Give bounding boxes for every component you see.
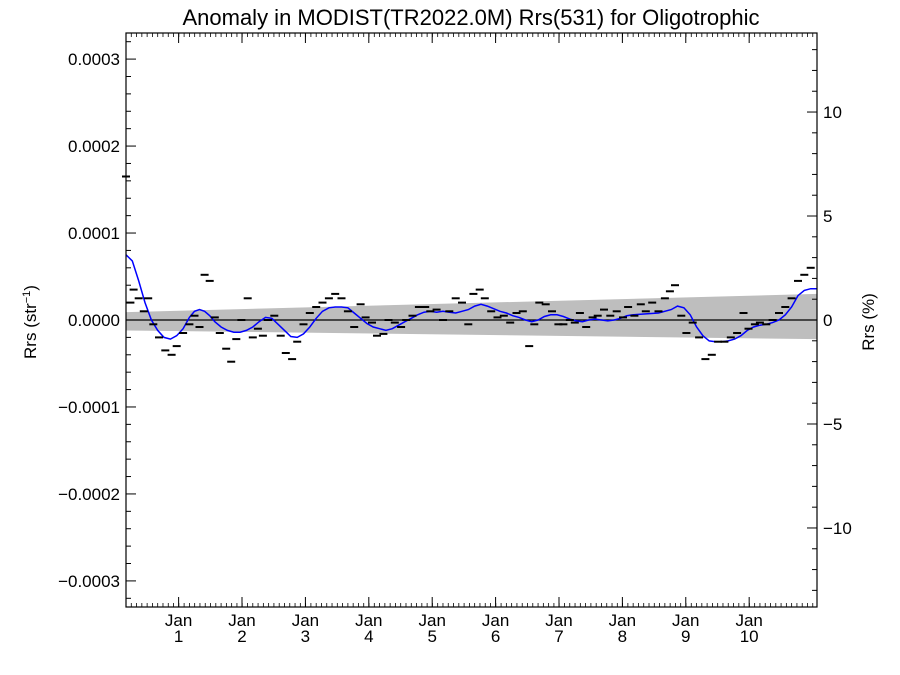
confidence-band-layer (126, 293, 817, 340)
smooth-series-line (125, 254, 817, 343)
x-tick-label-month: Jan (165, 611, 192, 630)
x-tick-label-year: 7 (554, 627, 563, 646)
x-tick-label-year: 5 (427, 627, 436, 646)
x-tick-label-month: Jan (292, 611, 319, 630)
y-left-tick-label: 0.0000 (68, 311, 120, 330)
y-axis-left-label-superscript: −1 (21, 291, 33, 304)
x-tick-label-month: Jan (355, 611, 382, 630)
x-tick-label-year: 3 (301, 627, 310, 646)
ticks-layer: 0.0003 0.0002 0.0001 0.0000 −0.0001 −0.0002 −0… (58, 33, 852, 646)
y-left-tick-label: 0.0001 (68, 224, 120, 243)
data-points-layer (122, 175, 815, 363)
x-tick-label-year: 10 (740, 627, 759, 646)
x-tick-label-month: Jan (228, 611, 255, 630)
x-tick-label-year: 9 (681, 627, 690, 646)
x-tick-label-month: Jan (735, 611, 762, 630)
y-left-tick-label: 0.0002 (68, 137, 120, 156)
confidence-band (126, 293, 817, 340)
smooth-line-layer (125, 254, 817, 343)
y-right-tick-label: 10 (823, 103, 842, 122)
chart-title: Anomaly in MODIST(TR2022.0M) Rrs(531) fo… (182, 5, 759, 30)
y-right-tick-label: −10 (823, 519, 852, 538)
x-tick-label-month: Jan (672, 611, 699, 630)
y-axis-left-label: Rrs (str−1) (21, 285, 40, 359)
y-left-tick-label: 0.0003 (68, 50, 120, 69)
y-left-tick-label: −0.0002 (58, 485, 120, 504)
x-tick-label-year: 1 (174, 627, 183, 646)
y-right-tick-label: 5 (823, 207, 832, 226)
y-axis-right-label: Rrs (%) (859, 293, 878, 351)
y-right-tick-label: −5 (823, 415, 842, 434)
x-tick-label-year: 4 (364, 627, 373, 646)
x-tick-label-year: 6 (491, 627, 500, 646)
y-axis-left-label-main: Rrs (str (21, 303, 40, 359)
x-tick-label-month: Jan (418, 611, 445, 630)
y-left-tick-label: −0.0003 (58, 572, 120, 591)
x-tick-label-year: 8 (618, 627, 627, 646)
x-tick-label-year: 2 (237, 627, 246, 646)
x-tick-label-month: Jan (609, 611, 636, 630)
y-left-tick-label: −0.0001 (58, 398, 120, 417)
y-axis-left-label-close: ) (21, 285, 40, 291)
y-right-tick-label: 0 (823, 311, 832, 330)
x-tick-label-month: Jan (482, 611, 509, 630)
x-tick-label-month: Jan (545, 611, 572, 630)
